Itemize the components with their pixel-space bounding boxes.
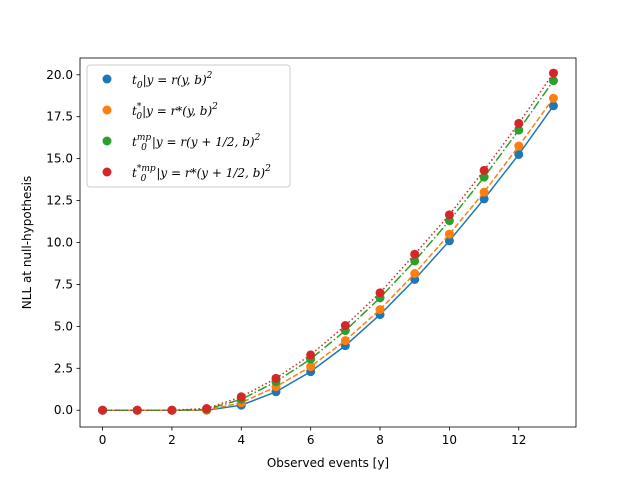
y-tick-label: 12.5 [46,194,73,208]
y-tick-label: 15.0 [46,152,73,166]
y-tick-label: 20.0 [46,68,73,82]
data-point [444,229,454,239]
data-point [514,149,524,159]
y-tick-label: 2.5 [54,361,73,375]
legend-entry-3: tmp 0 |y = r(y + 1/2, b)2 [132,133,261,153]
data-point [548,101,558,111]
x-tick-label: 10 [442,433,457,447]
y-tick-label: 10.0 [46,236,73,250]
data-point [167,405,177,415]
legend: t0|y = r(y, b)2 t* 0|y = r*(y, b)2 tmp 0 |y =… [86,64,291,188]
y-tick-label: 0.0 [54,403,73,417]
legend-marker [102,136,112,146]
data-point [410,269,420,279]
x-tick-label: 12 [511,433,526,447]
x-tick-label: 8 [376,433,384,447]
data-point [479,165,489,175]
x-tick-label: 0 [99,433,107,447]
legend-entry-4: t*mp 0 |y = r*(y + 1/2, b)2 [132,164,271,184]
legend-marker [102,74,112,84]
series-4 [98,68,558,415]
legend-marker [102,167,112,177]
legend-frame [86,64,291,188]
x-tick-label: 2 [168,433,176,447]
data-point [340,321,350,331]
data-point [548,76,558,86]
data-point [479,172,489,182]
x-axis-label: Observed events [y] [267,456,389,470]
series-3-line [102,80,555,411]
data-point [514,125,524,135]
data-point [410,256,420,266]
x-tick-label: 4 [237,433,245,447]
data-point [444,210,454,220]
legend-marker [102,105,112,115]
data-point [548,93,558,103]
series-2-line [102,97,555,411]
series-4-line [102,72,555,411]
data-point [98,405,108,415]
data-point [514,141,524,151]
legend-entry-1: t0|y = r(y, b)2 [132,71,213,91]
y-axis-label: NLL at null-hypothesis [20,176,34,309]
x-tick-label: 6 [307,433,315,447]
data-point [410,249,420,259]
data-point [375,288,385,298]
x-axis-ticks: 0 2 4 6 8 10 12 [99,427,526,447]
data-point [479,187,489,197]
data-point [514,118,524,128]
series-layer [98,68,558,415]
data-point [340,336,350,346]
y-axis-ticks: 0.0 2.5 5.0 7.5 10.0 12.5 15.0 17.5 20.0 [46,68,80,417]
data-point [271,373,281,383]
data-point [202,404,212,414]
y-tick-label: 7.5 [54,277,73,291]
data-point [548,68,558,78]
data-point [306,350,316,360]
data-point [375,305,385,315]
data-point [479,194,489,204]
data-point [236,392,246,402]
data-point [132,405,142,415]
y-tick-label: 5.0 [54,319,73,333]
legend-entry-2: t* 0|y = r*(y, b)2 [132,102,218,122]
y-tick-label: 17.5 [46,110,73,124]
data-point [306,362,316,372]
data-point [444,236,454,246]
